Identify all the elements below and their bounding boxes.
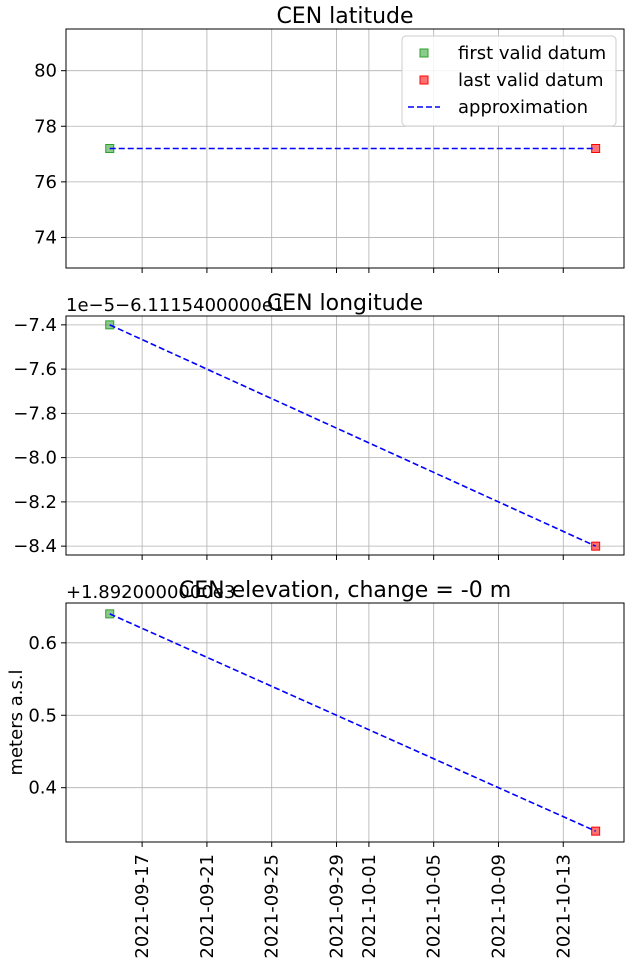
x-tick-label: 2021-09-25 <box>262 854 283 959</box>
y-tick-label: 74 <box>34 227 57 248</box>
legend-entry-label: first valid datum <box>458 43 606 64</box>
subplot-title: CEN latitude <box>276 4 413 29</box>
x-tick-label: 2021-10-05 <box>424 854 445 959</box>
y-tick-label: 80 <box>34 61 57 82</box>
axis-offset-text: 1e−5−6.1115400000e1 <box>66 295 284 316</box>
axes-frame <box>65 315 625 556</box>
y-tick-label: 0.6 <box>28 633 57 654</box>
y-tick-label: −8.4 <box>13 536 57 557</box>
subplot-2: −8.4 −8.2 −8.0 −7.8 −7.6 −7.4 CEN longitude1e−… <box>13 291 625 560</box>
legend: first valid datum last valid datum approxi… <box>401 35 617 127</box>
y-tick-label: −8.0 <box>13 448 57 469</box>
axes-frame <box>65 602 625 843</box>
y-tick-label: −7.6 <box>13 359 57 380</box>
legend-entry-label: last valid datum <box>458 70 603 91</box>
legend-marker-swatch <box>419 48 429 58</box>
subplot-title: CEN longitude <box>267 291 423 316</box>
subplot-1: 74 76 78 80 CEN latitude first valid datum las… <box>34 4 625 273</box>
y-tick-label: −7.4 <box>13 315 57 336</box>
x-tick-label: 2021-10-13 <box>553 854 574 959</box>
subplot-3: 0.4 0.5 0.6 CEN elevation, change = -0 m+1.… <box>6 578 625 959</box>
legend-entry-label: approximation <box>458 97 588 118</box>
x-tick-label: 2021-09-29 <box>326 854 347 959</box>
x-tick-label: 2021-10-01 <box>359 854 380 959</box>
axes-frame <box>65 28 625 269</box>
y-tick-label: −7.8 <box>13 403 57 424</box>
y-tick-label: 0.4 <box>28 778 57 799</box>
y-axis-label: meters a.s.l <box>6 669 27 775</box>
subplot-title: CEN elevation, change = -0 m <box>179 578 511 603</box>
x-tick-label: 2021-09-17 <box>132 854 153 959</box>
x-tick-label: 2021-10-09 <box>488 854 509 959</box>
series-approximation-line <box>109 613 596 832</box>
last-valid-datum-marker <box>591 144 601 153</box>
y-tick-label: 0.5 <box>28 705 57 726</box>
series-approximation-line <box>109 324 596 547</box>
y-tick-label: 76 <box>34 172 57 193</box>
y-tick-label: −8.2 <box>13 492 57 513</box>
y-tick-label: 78 <box>34 116 57 137</box>
x-tick-label: 2021-09-21 <box>197 854 218 959</box>
legend-marker-swatch <box>419 75 429 85</box>
axis-offset-text: +1.8920000000e3 <box>66 582 235 603</box>
legend-box <box>401 35 617 127</box>
